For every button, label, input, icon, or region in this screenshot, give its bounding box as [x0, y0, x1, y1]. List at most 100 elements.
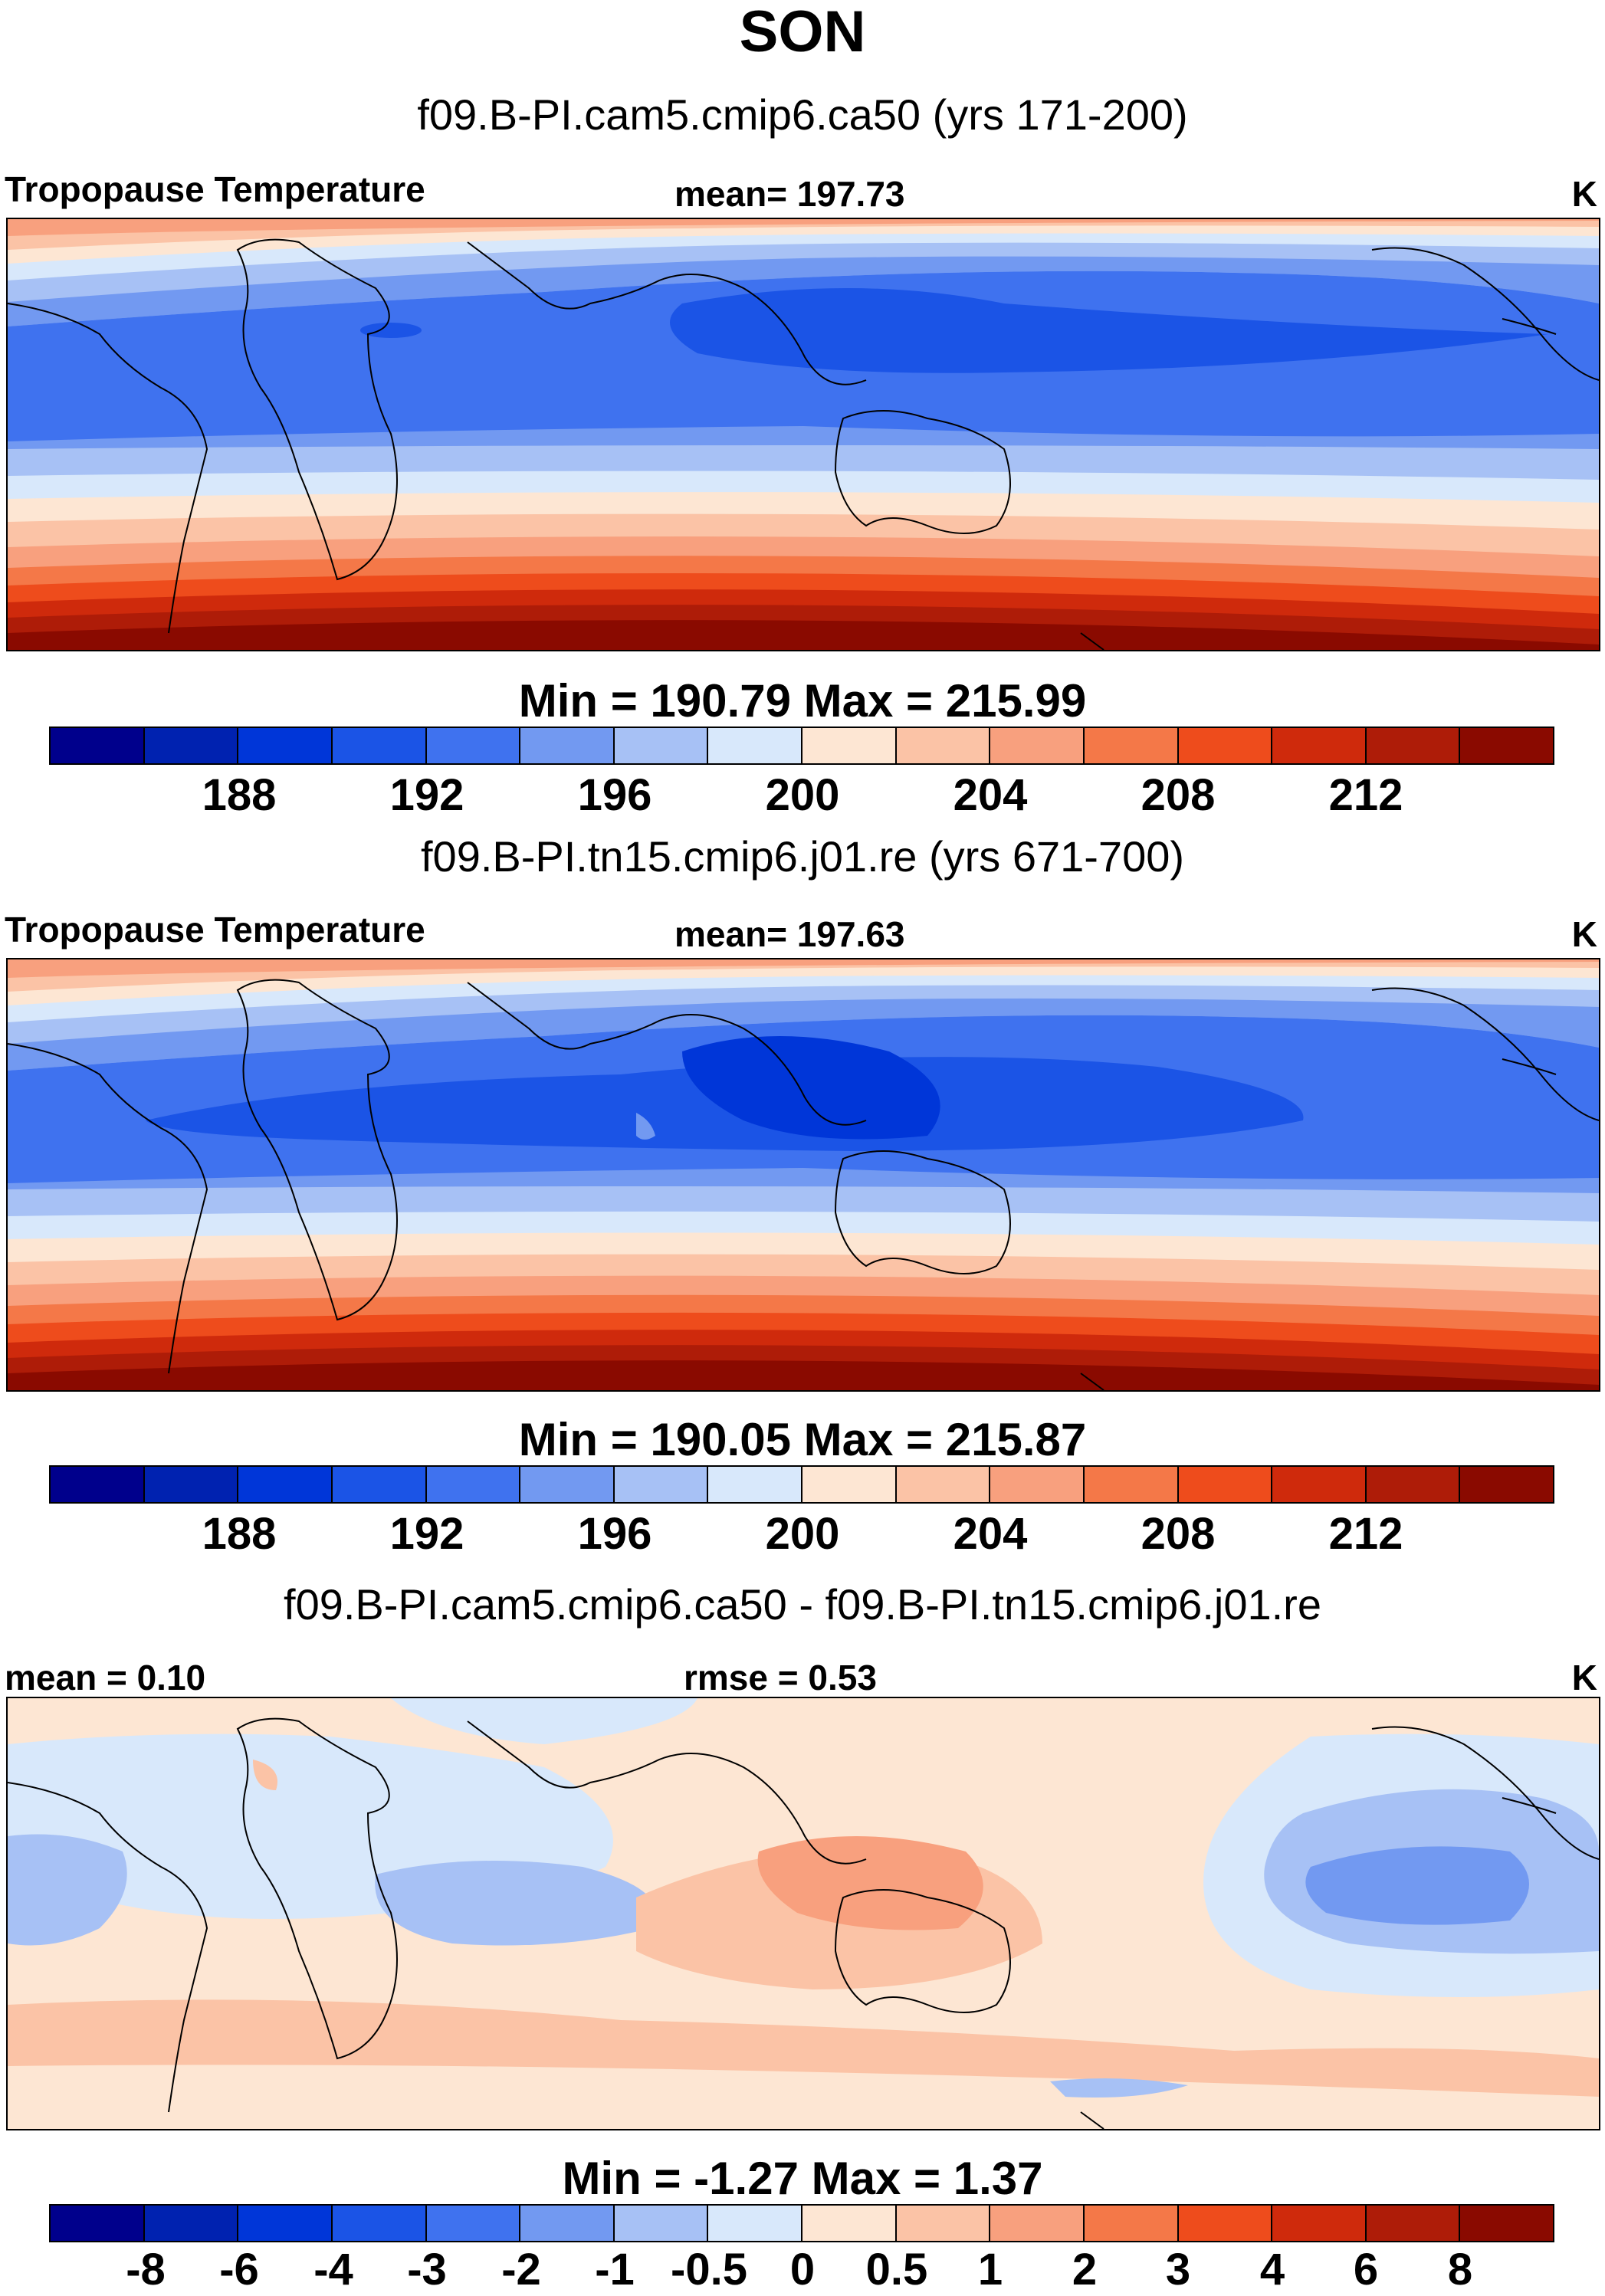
panel1-colorbar-swatch — [1084, 728, 1179, 763]
colorbar-tick-label: -0.5 — [671, 2245, 747, 2294]
panel2-colorbar-swatch — [990, 1467, 1085, 1502]
colorbar-tick-label: 8 — [1447, 2245, 1473, 2294]
panel3-colorbar — [49, 2204, 1554, 2242]
panel3-colorbar-swatch — [51, 2206, 145, 2241]
panel2-colorbar-swatch — [708, 1467, 802, 1502]
panel2-variable-label: Tropopause Temperature — [5, 910, 425, 950]
panel3-coastlines — [8, 1717, 1599, 2129]
panel3-minmax: Min = -1.27 Max = 1.37 — [562, 2153, 1043, 2204]
panel1-colorbar-swatch — [520, 728, 615, 763]
panel3-units-label: K — [1571, 1658, 1597, 1697]
panel1-mean-label: mean= 197.73 — [674, 174, 905, 214]
panel2-coastlines — [8, 979, 1599, 1390]
panel2-units-label: K — [1571, 914, 1597, 954]
panel3-colorbar-swatch — [1366, 2206, 1461, 2241]
panel1-colorbar — [49, 727, 1554, 765]
colorbar-tick-label: 192 — [389, 1509, 464, 1559]
panel1-map — [6, 218, 1600, 651]
panel3-colorbar-swatch — [332, 2206, 427, 2241]
colorbar-tick-label: 0 — [789, 2245, 816, 2294]
panel2-colorbar-swatch — [1178, 1467, 1273, 1502]
panel1-coastlines — [8, 238, 1599, 650]
panel1-contours — [8, 219, 1599, 645]
panel2-colorbar-swatch — [802, 1467, 897, 1502]
panel1-colorbar-ticks: 188 192 196 200 204 208 212 — [0, 771, 1605, 820]
colorbar-tick-label: -6 — [219, 2245, 259, 2294]
colorbar-tick-label: 4 — [1259, 2245, 1285, 2294]
panel1-colorbar-swatch — [802, 728, 897, 763]
colorbar-tick-label: 188 — [202, 1509, 277, 1559]
colorbar-tick-label: 212 — [1328, 1509, 1403, 1559]
panel1-colorbar-swatch — [51, 728, 145, 763]
panel2-colorbar-swatch — [520, 1467, 615, 1502]
panel1-colorbar-swatch — [1460, 728, 1553, 763]
panel3-colorbar-swatch — [802, 2206, 897, 2241]
panel2-colorbar-swatch — [1366, 1467, 1461, 1502]
colorbar-tick-label: 200 — [765, 1509, 840, 1559]
panel1-colorbar-swatch — [332, 728, 427, 763]
colorbar-tick-label: 1 — [977, 2245, 1003, 2294]
panel1-colorbar-swatch — [1272, 728, 1367, 763]
panel2-map — [6, 958, 1600, 1392]
panel2-colorbar-swatch — [332, 1467, 427, 1502]
panel3-contours — [8, 1698, 1599, 2129]
panel2-colorbar-swatch — [1460, 1467, 1553, 1502]
panel2-colorbar-swatch — [1272, 1467, 1367, 1502]
colorbar-tick-label: -2 — [501, 2245, 541, 2294]
panel1-colorbar-swatch — [708, 728, 802, 763]
panel3-colorbar-swatch — [1084, 2206, 1179, 2241]
colorbar-tick-label: 204 — [953, 770, 1028, 820]
panel3-map — [6, 1697, 1600, 2130]
panel3-mean-label: mean = 0.10 — [5, 1658, 206, 1697]
colorbar-tick-label: 212 — [1328, 770, 1403, 820]
panel2-colorbar-swatch — [426, 1467, 521, 1502]
panel3-colorbar-swatch — [144, 2206, 239, 2241]
colorbar-tick-label: -1 — [595, 2245, 635, 2294]
panel3-colorbar-swatch — [896, 2206, 991, 2241]
panel1-units-label: K — [1571, 174, 1597, 214]
panel2-minmax: Min = 190.05 Max = 215.87 — [518, 1414, 1087, 1465]
panel1-colorbar-swatch — [1178, 728, 1273, 763]
panel3-rmse-label: rmse = 0.53 — [684, 1658, 877, 1697]
panel3-colorbar-swatch — [238, 2206, 333, 2241]
panel2-colorbar-ticks: 188 192 196 200 204 208 212 — [0, 1510, 1605, 1559]
panel1-colorbar-swatch — [238, 728, 333, 763]
colorbar-tick-label: 0.5 — [865, 2245, 928, 2294]
panel1-colorbar-swatch — [426, 728, 521, 763]
panel2-colorbar — [49, 1465, 1554, 1504]
panel1-minmax: Min = 190.79 Max = 215.99 — [518, 675, 1087, 727]
colorbar-tick-label: 2 — [1072, 2245, 1098, 2294]
colorbar-tick-label: 208 — [1141, 1509, 1216, 1559]
panel2-colorbar-swatch — [896, 1467, 991, 1502]
panel3-case-title: f09.B-PI.cam5.cmip6.ca50 - f09.B-PI.tn15… — [284, 1580, 1321, 1629]
panel1-colorbar-swatch — [144, 728, 239, 763]
colorbar-tick-label: 3 — [1165, 2245, 1191, 2294]
panel3-colorbar-swatch — [1272, 2206, 1367, 2241]
colorbar-tick-label: -4 — [313, 2245, 353, 2294]
colorbar-tick-label: -3 — [407, 2245, 447, 2294]
panel1-colorbar-swatch — [896, 728, 991, 763]
panel2-case-title: f09.B-PI.tn15.cmip6.j01.re (yrs 671-700) — [420, 832, 1185, 881]
colorbar-tick-label: 192 — [389, 770, 464, 820]
panel3-colorbar-swatch — [708, 2206, 802, 2241]
panel2-colorbar-swatch — [144, 1467, 239, 1502]
panel3-colorbar-ticks: -8 -6 -4 -3 -2 -1 -0.5 0 0.5 1 2 3 4 6 8 — [0, 2245, 1605, 2294]
panel2-colorbar-swatch — [238, 1467, 333, 1502]
panel3-colorbar-swatch — [1178, 2206, 1273, 2241]
colorbar-tick-label: 200 — [765, 770, 840, 820]
panel1-colorbar-swatch — [990, 728, 1085, 763]
panel1-case-title: f09.B-PI.cam5.cmip6.ca50 (yrs 171-200) — [417, 90, 1188, 139]
panel1-colorbar-swatch — [614, 728, 709, 763]
panel1-variable-label: Tropopause Temperature — [5, 169, 425, 209]
colorbar-tick-label: 208 — [1141, 770, 1216, 820]
colorbar-tick-label: 204 — [953, 1509, 1028, 1559]
colorbar-tick-label: 6 — [1353, 2245, 1379, 2294]
panel3-colorbar-swatch — [990, 2206, 1085, 2241]
colorbar-tick-label: 196 — [577, 770, 652, 820]
panel2-contours — [8, 959, 1599, 1385]
colorbar-tick-label: 196 — [577, 1509, 652, 1559]
figure-title: SON — [739, 0, 866, 64]
panel3-colorbar-swatch — [426, 2206, 521, 2241]
panel3-colorbar-swatch — [614, 2206, 709, 2241]
panel2-colorbar-swatch — [51, 1467, 145, 1502]
